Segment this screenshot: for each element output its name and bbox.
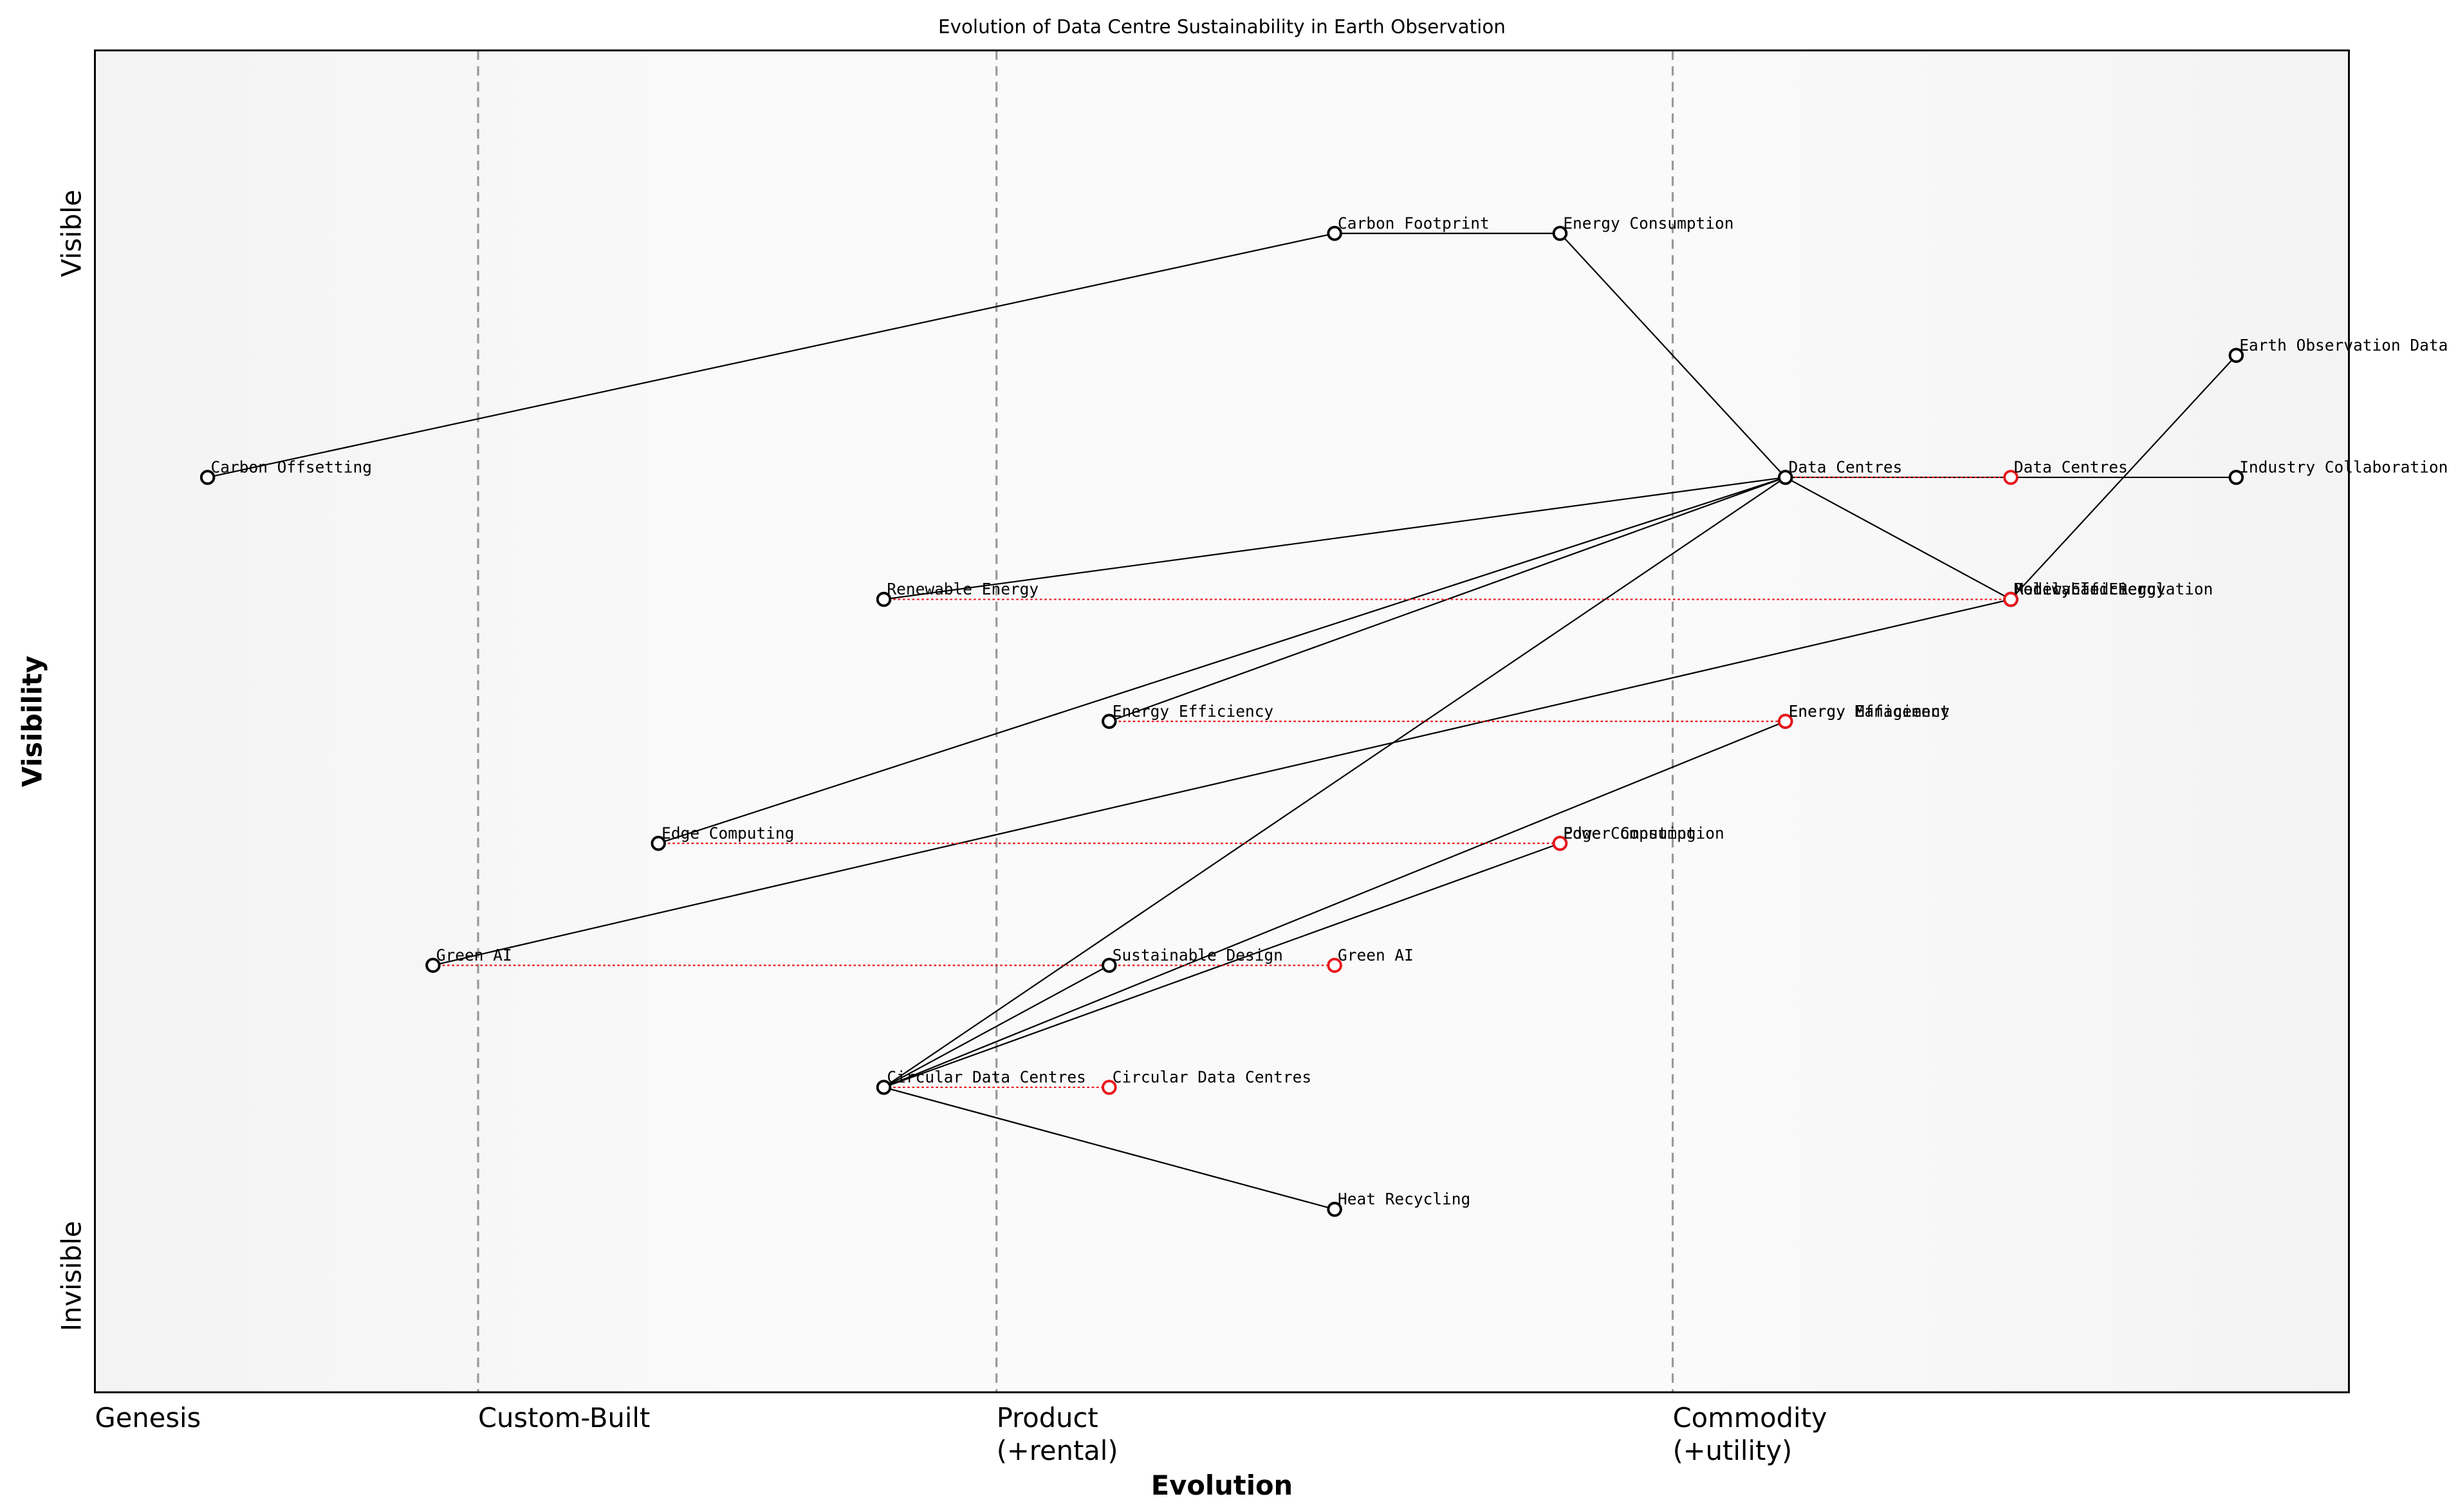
- dependency-link: [2010, 355, 2237, 600]
- component-label: Earth Observation Data: [2239, 336, 2448, 355]
- component-node: [2228, 347, 2244, 364]
- component-node: [1777, 470, 1793, 485]
- plot-background: [95, 50, 2349, 1392]
- dependency-link: [1559, 232, 1786, 478]
- evolved-node: [1327, 957, 1342, 973]
- dependency-link: [883, 476, 1786, 600]
- evolved-node: [1552, 835, 1568, 851]
- y-tick-label: Visible: [55, 190, 87, 277]
- dependency-link: [883, 964, 1110, 1088]
- evolved-node: [2003, 591, 2019, 607]
- component-label: Energy Management: [1789, 702, 1950, 721]
- component-node: [651, 835, 666, 851]
- component-label: Renewable Energy: [887, 580, 1039, 598]
- dependency-link: [207, 232, 1335, 479]
- evolved-label: Renewable Energy: [2014, 580, 2166, 598]
- x-tick-label: Custom-Built: [478, 1402, 650, 1434]
- component-label: Green AI: [436, 946, 512, 964]
- x-tick-label: Product (+rental): [997, 1402, 1118, 1466]
- evolved-node: [1102, 1080, 1117, 1095]
- component-node: [1327, 1201, 1342, 1217]
- component-node: [1552, 225, 1568, 241]
- evolved-label: Green AI: [1338, 946, 1414, 964]
- y-axis-title: Visibility: [16, 656, 48, 787]
- x-axis-title: Evolution: [1151, 1470, 1293, 1501]
- y-tick-label: Invisible: [55, 1221, 87, 1332]
- component-label: Model Efficiency: [2014, 580, 2166, 598]
- component-label: Sustainable Design: [1113, 946, 1283, 964]
- dependency-link: [883, 1086, 1335, 1210]
- evolved-label: Energy Efficiency: [1789, 702, 1950, 721]
- component-label: Carbon Offsetting: [211, 458, 372, 477]
- component-node: [1327, 225, 1342, 241]
- component-label: Carbon Footprint: [1338, 214, 1490, 232]
- evolved-label: Circular Data Centres: [1113, 1068, 1311, 1087]
- component-label: Energy Efficiency: [1113, 702, 1273, 721]
- component-label: Policy and Regulation: [2014, 580, 2213, 598]
- plot-frame: [94, 49, 2350, 1394]
- component-node: [2228, 470, 2244, 485]
- component-node: [1102, 714, 1117, 729]
- evolved-node: [2003, 470, 2019, 485]
- component-node: [1102, 957, 1117, 973]
- component-node: [425, 957, 441, 973]
- chart-title: Evolution of Data Centre Sustainability …: [938, 15, 1506, 37]
- x-tick-label: Commodity (+utility): [1673, 1402, 1827, 1466]
- evolved-label: Data Centres: [2014, 458, 2128, 477]
- component-label: Power Consumption: [1563, 824, 1724, 842]
- dependency-link: [883, 842, 1560, 1088]
- nodes-layer: Carbon Footprint Energy Consumption Earth …: [199, 214, 2448, 1217]
- links-layer: [207, 232, 2237, 1210]
- component-label: Data Centres: [1789, 458, 1903, 477]
- dependency-link: [432, 598, 2011, 966]
- component-label: Industry Collaboration: [2239, 458, 2448, 477]
- evolved-label: Edge Computing: [1563, 824, 1696, 842]
- component-node: [199, 470, 216, 485]
- evolved-node: [1777, 714, 1793, 729]
- component-node: [876, 591, 892, 607]
- component-label: Energy Consumption: [1563, 214, 1733, 232]
- component-label: Edge Computing: [661, 824, 794, 842]
- component-node: [876, 1080, 892, 1095]
- dependency-link: [1785, 476, 2011, 600]
- component-label: Heat Recycling: [1338, 1190, 1470, 1208]
- dependency-link: [883, 721, 1786, 1088]
- dependency-link: [883, 477, 1786, 1088]
- x-tick-label: Genesis: [95, 1402, 201, 1434]
- component-label: Circular Data Centres: [887, 1068, 1086, 1087]
- dependency-link: [658, 476, 1786, 844]
